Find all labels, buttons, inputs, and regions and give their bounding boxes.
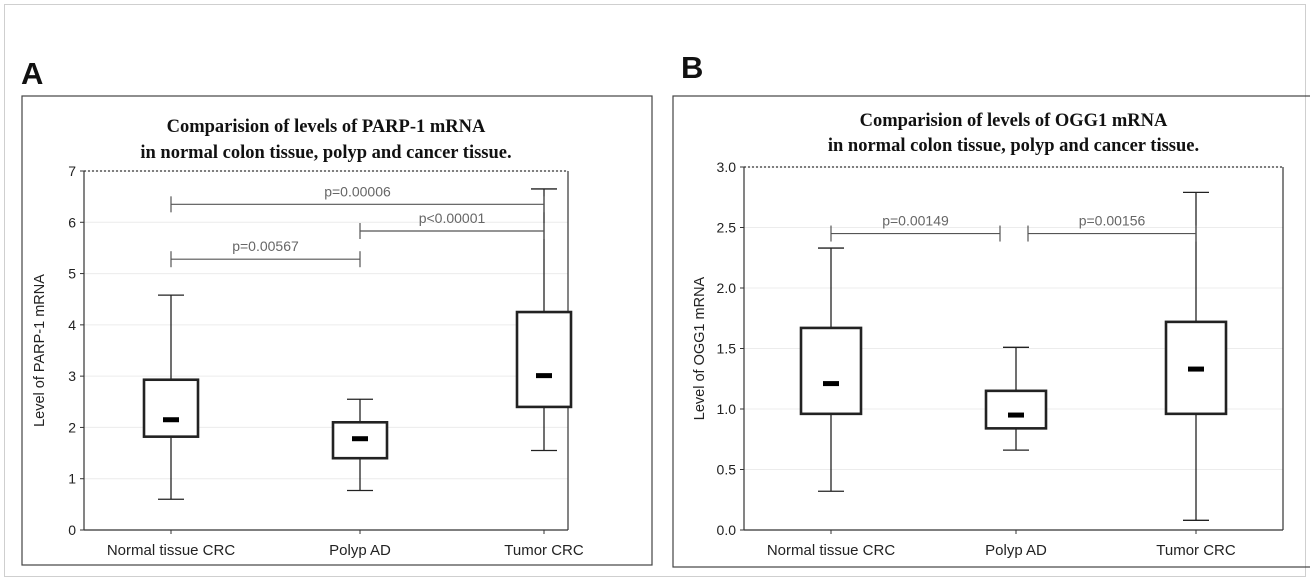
y-tick-label: 0.0	[717, 522, 737, 538]
y-tick-label: 4	[68, 317, 76, 333]
box-1	[799, 247, 863, 492]
y-axis-title: Level of OGG1 mRNA	[692, 276, 708, 420]
chart-title-line: Comparision of levels of OGG1 mRNA	[860, 111, 1168, 131]
median-marker	[1188, 366, 1204, 372]
y-tick-label: 6	[68, 214, 76, 230]
chart-title-line: in normal colon tissue, polyp and cancer…	[828, 136, 1199, 156]
median-marker	[163, 417, 179, 423]
y-tick-label: 0	[68, 522, 76, 538]
figure-frame	[4, 4, 1306, 577]
panel-label-a: A	[21, 56, 44, 91]
p-value-label: p<0.00001	[419, 210, 486, 226]
significance-bracket: p=0.00567	[170, 238, 361, 268]
y-tick-label: 1.5	[717, 341, 737, 357]
p-value-label: p=0.00149	[882, 213, 949, 229]
x-tick-label: Tumor CRC	[504, 542, 584, 559]
significance-bracket: p=0.00006	[170, 183, 545, 213]
chart-panel-a: Comparision of levels of PARP-1 mRNA in n…	[21, 95, 653, 566]
y-tick-label: 2.5	[717, 220, 737, 236]
panel-frame	[672, 95, 1310, 568]
significance-bracket: p<0.00001	[359, 210, 545, 240]
x-tick-label: Polyp AD	[329, 542, 391, 559]
significance-bracket: p=0.00156	[1027, 213, 1197, 242]
y-axis-title: Level of PARP-1 mRNA	[32, 274, 48, 427]
median-marker	[536, 373, 552, 379]
box-2	[984, 346, 1048, 451]
y-tick-label: 2	[68, 419, 76, 435]
p-value-label: p=0.00006	[324, 183, 391, 199]
chart-title-line: in normal colon tissue, polyp and cancer…	[140, 143, 511, 163]
box-3	[1164, 191, 1228, 521]
y-tick-label: 1	[68, 471, 76, 487]
y-tick-label: 3.0	[717, 159, 737, 175]
y-tick-label: 0.5	[717, 462, 737, 478]
y-tick-label: 1.0	[717, 401, 737, 417]
x-tick-label: Normal tissue CRC	[107, 542, 236, 559]
y-tick-label: 7	[68, 163, 76, 179]
panel-label-b: B	[681, 50, 704, 85]
significance-bracket: p=0.00149	[830, 213, 1001, 242]
iqr-box	[142, 378, 200, 438]
x-tick-label: Normal tissue CRC	[767, 542, 896, 559]
y-tick-label: 5	[68, 266, 76, 282]
box-1	[142, 294, 200, 500]
p-value-label: p=0.00156	[1079, 213, 1146, 229]
y-tick-label: 2.0	[717, 280, 737, 296]
iqr-box	[984, 389, 1048, 430]
y-tick-label: 3	[68, 368, 76, 384]
box-2	[331, 398, 389, 492]
panel-frame	[21, 95, 653, 566]
chart-title-line: Comparision of levels of PARP-1 mRNA	[167, 117, 486, 137]
median-marker	[352, 436, 368, 442]
x-tick-label: Polyp AD	[985, 542, 1047, 559]
median-marker	[1008, 412, 1024, 418]
x-tick-label: Tumor CRC	[1156, 542, 1236, 559]
p-value-label: p=0.00567	[232, 238, 299, 254]
median-marker	[823, 381, 839, 387]
iqr-box	[799, 326, 863, 416]
iqr-box	[515, 310, 573, 409]
chart-panel-b: Comparision of levels of OGG1 mRNA in nor…	[672, 95, 1310, 568]
box-3	[515, 188, 573, 452]
